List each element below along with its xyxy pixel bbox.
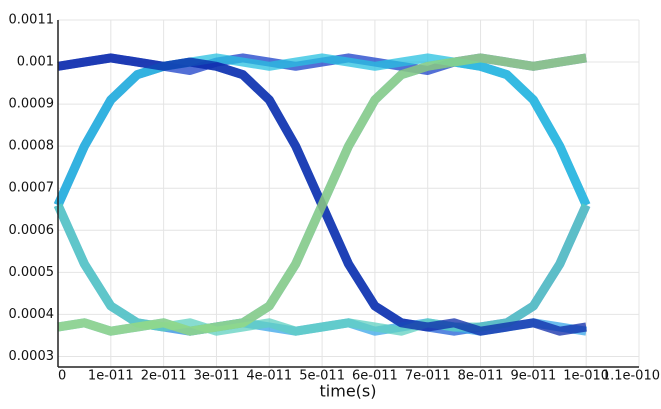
y-tick-label: 0.0005: [9, 265, 55, 280]
x-tick-label: 1e-011: [88, 369, 134, 384]
x-tick-label: 7e-011: [405, 369, 451, 384]
y-tick-label: 0.0007: [9, 181, 55, 196]
x-tick-label: 2e-011: [141, 369, 187, 384]
x-tick-label: 1e-010: [563, 369, 609, 384]
y-tick-label: 0.001: [17, 55, 54, 70]
x-tick-label: 6e-011: [352, 369, 398, 384]
y-tick-label: 0.0006: [9, 223, 55, 238]
x-tick-label: 0: [58, 369, 66, 384]
y-tick-label: 0.0003: [9, 349, 55, 364]
x-tick-label: 8e-011: [458, 369, 504, 384]
x-tick-label: 3e-011: [194, 369, 240, 384]
y-tick-label: 0.0009: [9, 97, 55, 112]
x-tick-label: 4e-011: [246, 369, 292, 384]
y-tick-label: 0.0004: [9, 307, 55, 322]
x-tick-label: 9e-011: [510, 369, 556, 384]
x-tick-label: 5e-011: [299, 369, 345, 384]
trace: [53, 53, 591, 207]
x-tick-label: 1.1e-010: [602, 369, 660, 384]
trace: [57, 53, 587, 336]
x-axis-label: time(s): [320, 382, 377, 401]
y-tick-label: 0.0011: [9, 13, 55, 28]
y-tick-label: 0.0008: [9, 139, 55, 154]
